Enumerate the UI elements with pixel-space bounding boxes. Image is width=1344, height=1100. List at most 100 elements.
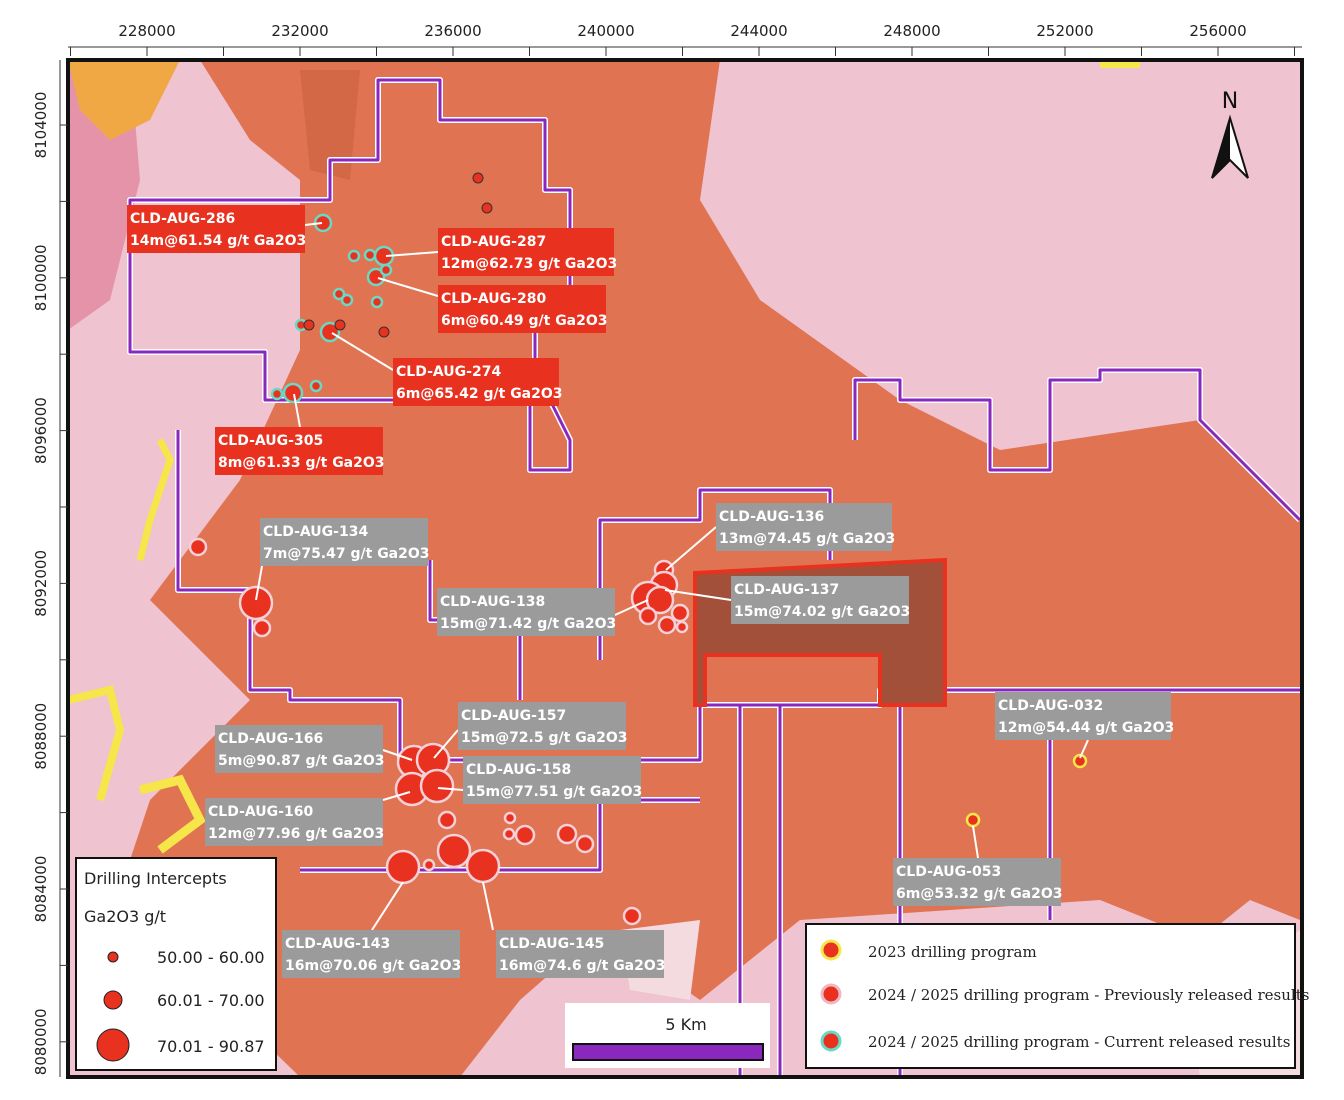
callout-box bbox=[437, 588, 615, 636]
drill-hole bbox=[422, 858, 436, 872]
drill-hole bbox=[379, 263, 393, 277]
callout-box bbox=[496, 930, 664, 978]
leader-line bbox=[437, 787, 464, 791]
legend-class: 70.01 - 90.87 bbox=[157, 1037, 265, 1056]
hole-id: CLD-AUG-158 bbox=[466, 762, 571, 778]
drill-hole bbox=[188, 537, 208, 557]
intercept-legend: Drilling Intercepts Ga2O3 g/t 50.00 - 60… bbox=[75, 857, 277, 1071]
leader-line bbox=[433, 729, 459, 759]
drill-hole bbox=[657, 615, 677, 635]
drill-hole bbox=[575, 834, 595, 854]
north-label: N bbox=[1222, 89, 1238, 114]
hole-id: CLD-AUG-136 bbox=[719, 509, 824, 525]
hole-id: CLD-AUG-280 bbox=[441, 291, 546, 307]
callout-box bbox=[282, 930, 460, 978]
hole-id: CLD-AUG-137 bbox=[734, 582, 839, 598]
callout-box bbox=[893, 858, 1061, 906]
intercept: 8m@61.33 g/t Ga2O3 bbox=[218, 455, 385, 471]
intercept: 12m@77.96 g/t Ga2O3 bbox=[208, 826, 384, 842]
hole-id: CLD-AUG-134 bbox=[263, 524, 368, 540]
drill-hole bbox=[472, 172, 484, 184]
intercept: 12m@54.44 g/t Ga2O3 bbox=[998, 720, 1174, 736]
drill-hole bbox=[638, 606, 658, 626]
callout-box bbox=[731, 576, 909, 624]
y-tick-label: 8080000 bbox=[32, 1008, 50, 1075]
intercept: 6m@65.42 g/t Ga2O3 bbox=[396, 386, 563, 402]
drill-hole bbox=[514, 824, 536, 846]
leader-line bbox=[482, 881, 494, 931]
drill-hole bbox=[481, 202, 493, 214]
drill-hole bbox=[370, 295, 384, 309]
y-tick-label: 8096000 bbox=[32, 397, 50, 464]
x-tick-label: 232000 bbox=[271, 22, 328, 40]
hole-id: CLD-AUG-286 bbox=[130, 211, 235, 227]
hole-id: CLD-AUG-287 bbox=[441, 234, 546, 250]
leader-line bbox=[664, 589, 732, 601]
intercept: 5m@90.87 g/t Ga2O3 bbox=[218, 753, 385, 769]
drill-hole bbox=[502, 827, 516, 841]
drill-hole bbox=[270, 387, 284, 401]
callout-box bbox=[716, 503, 892, 551]
intercept: 15m@71.42 g/t Ga2O3 bbox=[440, 616, 616, 632]
leader-line bbox=[382, 791, 411, 801]
callout-box bbox=[260, 518, 428, 566]
x-tick-label: 228000 bbox=[118, 22, 175, 40]
hole-id: CLD-AUG-145 bbox=[499, 936, 604, 952]
drill-hole bbox=[503, 811, 517, 825]
intercept: 14m@61.54 g/t Ga2O3 bbox=[130, 233, 306, 249]
hole-id: CLD-AUG-053 bbox=[896, 864, 1001, 880]
drill-hole bbox=[238, 585, 274, 621]
callout-box bbox=[438, 285, 606, 333]
callout-box bbox=[458, 702, 626, 750]
leader-line bbox=[371, 881, 404, 931]
leader-line bbox=[665, 526, 717, 571]
intercept: 16m@70.06 g/t Ga2O3 bbox=[285, 958, 461, 974]
program-legend: 2023 drilling program 2024 / 2025 drilli… bbox=[805, 923, 1309, 1069]
drill-hole bbox=[347, 249, 361, 263]
drill-holes bbox=[188, 172, 1088, 926]
drill-hole bbox=[1072, 753, 1088, 769]
drill-hole bbox=[622, 906, 642, 926]
drill-hole bbox=[965, 812, 981, 828]
callout-box bbox=[463, 756, 641, 804]
drill-hole bbox=[319, 321, 341, 343]
drill-hole bbox=[670, 603, 690, 623]
intercept: 12m@62.73 g/t Ga2O3 bbox=[441, 256, 617, 272]
hole-id: CLD-AUG-143 bbox=[285, 936, 390, 952]
drill-hole bbox=[334, 319, 346, 331]
x-tick-label: 256000 bbox=[1189, 22, 1246, 40]
y-tick-label: 8104000 bbox=[32, 92, 50, 159]
drill-hole bbox=[366, 267, 386, 287]
drill-hole bbox=[465, 848, 501, 884]
drill-hole bbox=[309, 379, 323, 393]
drill-hole bbox=[378, 326, 390, 338]
callout-box bbox=[205, 798, 383, 846]
intercept: 15m@77.51 g/t Ga2O3 bbox=[466, 784, 642, 800]
drill-hole bbox=[363, 248, 377, 262]
intercept: 13m@74.45 g/t Ga2O3 bbox=[719, 531, 895, 547]
hole-id: CLD-AUG-157 bbox=[461, 708, 566, 724]
y-tick-label: 8084000 bbox=[32, 856, 50, 923]
intercept: 6m@53.32 g/t Ga2O3 bbox=[896, 886, 1063, 902]
x-tick-label: 248000 bbox=[883, 22, 940, 40]
north-arrow: N bbox=[1211, 89, 1249, 179]
legend-class: 60.01 - 70.00 bbox=[157, 991, 265, 1010]
drill-hole bbox=[419, 768, 455, 804]
hole-id: CLD-AUG-160 bbox=[208, 804, 313, 820]
leader-line bbox=[972, 825, 979, 859]
leader-line bbox=[614, 599, 649, 616]
hole-id: CLD-AUG-032 bbox=[998, 698, 1103, 714]
leader-line bbox=[331, 332, 394, 371]
legend-title: Drilling Intercepts bbox=[84, 869, 227, 888]
callout-box bbox=[438, 228, 614, 276]
intercept: 7m@75.47 g/t Ga2O3 bbox=[263, 546, 430, 562]
drill-hole bbox=[332, 287, 346, 301]
hole-id: CLD-AUG-274 bbox=[396, 364, 501, 380]
program-label: 2023 drilling program bbox=[868, 943, 1037, 961]
map-frame bbox=[66, 58, 1304, 1079]
callouts: CLD-AUG-286 14m@61.54 g/t Ga2O3 CLD-AUG-28… bbox=[127, 205, 1174, 978]
axes: 228000 232000 236000 240000 244000 248000 2520… bbox=[32, 22, 1295, 1075]
drill-hole bbox=[252, 618, 272, 638]
scale-label: 5 Km bbox=[665, 1015, 706, 1034]
